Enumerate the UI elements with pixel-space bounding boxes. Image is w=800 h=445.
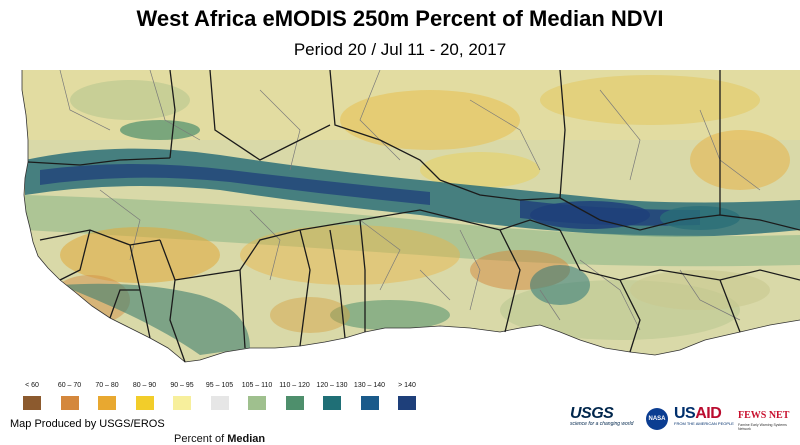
- legend-item: 80 – 90: [127, 382, 163, 410]
- fewsnet-logo-tagline: Famine Early Warning Systems Network: [738, 423, 787, 431]
- fewsnet-logo: FEWS NET Famine Early Warning Systems Ne…: [738, 405, 796, 435]
- legend-label: 70 – 80: [95, 382, 119, 389]
- legend-label: 120 – 130: [316, 382, 348, 389]
- usgs-logo-text: USGS: [570, 405, 614, 422]
- legend-swatch: [135, 396, 154, 410]
- legend-item: 105 – 110: [239, 382, 275, 410]
- legend-label: 130 – 140: [353, 382, 386, 389]
- legend-label: 95 – 105: [205, 382, 234, 389]
- usaid-logo-tagline: FROM THE AMERICAN PEOPLE: [674, 421, 734, 426]
- usgs-logo-tagline: science for a changing world: [570, 421, 634, 427]
- legend-item: 70 – 80: [89, 382, 125, 410]
- legend-item: 60 – 70: [52, 382, 88, 410]
- legend-swatch: [23, 396, 41, 410]
- coastline: [21, 70, 800, 363]
- usaid-us: US: [674, 405, 696, 422]
- nasa-logo: NASA: [646, 405, 670, 435]
- legend-swatch: [360, 396, 379, 410]
- legend-label: 80 – 90: [132, 382, 157, 389]
- usgs-logo: USGS science for a changing world: [570, 405, 642, 435]
- map-credit: Map Produced by USGS/EROS: [10, 418, 165, 430]
- legend-item: 90 – 95: [164, 382, 200, 410]
- legend-item: 130 – 140: [352, 382, 388, 410]
- legend-swatch: [285, 396, 304, 410]
- legend-label: 90 – 95: [170, 382, 194, 389]
- ndvi-raster: [22, 70, 800, 362]
- legend-item: 95 – 105: [202, 382, 238, 410]
- legend-item: < 60: [14, 382, 50, 410]
- usaid-logo-text: USAID: [674, 405, 722, 422]
- legend-swatch: [98, 396, 116, 410]
- legend-swatch: [248, 396, 266, 410]
- legend-swatch: [398, 396, 416, 410]
- legend-title-bold: Median: [227, 433, 266, 445]
- legend-swatch: [210, 396, 229, 410]
- ndvi-legend: < 60 60 – 70 70 – 80 80 – 90 90 – 95 95 – 105…: [14, 382, 434, 414]
- legend-title: Percent of Median: [174, 433, 265, 445]
- usaid-logo: USAID FROM THE AMERICAN PEOPLE: [674, 405, 736, 435]
- legend-item: 110 – 120: [277, 382, 313, 410]
- fewsnet-logo-text: FEWS NET: [738, 410, 790, 421]
- legend-swatch: [323, 396, 341, 410]
- map-canvas: [21, 70, 800, 363]
- legend-label: 105 – 110: [241, 382, 273, 389]
- partner-logos: USGS science for a changing world NASA U…: [570, 405, 796, 435]
- legend-swatch: [60, 396, 79, 410]
- legend-label: < 60: [25, 382, 39, 389]
- legend-label: > 140: [398, 382, 416, 389]
- legend-swatch: [173, 396, 191, 410]
- usaid-aid: AID: [695, 405, 722, 422]
- ndvi-map: Percent of Median: [0, 70, 800, 445]
- legend-item: 120 – 130: [314, 382, 350, 410]
- legend-item: > 140: [389, 382, 425, 410]
- legend-label: 60 – 70: [57, 382, 82, 389]
- map-subtitle: Period 20 / Jul 11 - 20, 2017: [293, 40, 507, 59]
- legend-label: 110 – 120: [279, 382, 310, 389]
- nasa-logo-badge: NASA: [646, 408, 668, 430]
- map-title: West Africa eMODIS 250m Percent of Media…: [136, 6, 664, 31]
- country-borders: [27, 70, 800, 363]
- legend-title-prefix: Percent of: [174, 433, 225, 445]
